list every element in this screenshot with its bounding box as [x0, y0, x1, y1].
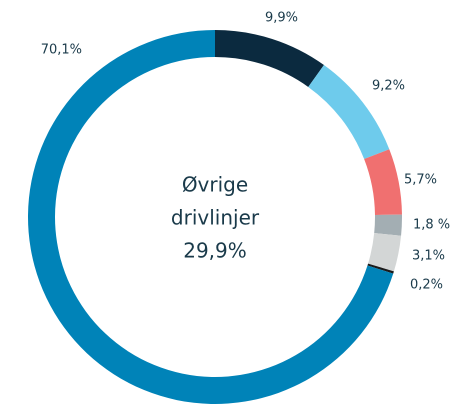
donut-segment	[367, 263, 394, 274]
data-label: 1,8 %	[413, 218, 450, 233]
center-text: Øvrige	[182, 173, 248, 197]
data-label: 9,9%	[265, 11, 298, 26]
center-text: drivlinjer	[171, 206, 260, 230]
data-label: 3,1%	[412, 249, 445, 264]
data-label: 70,1%	[41, 43, 82, 58]
donut-segment	[368, 233, 402, 272]
data-label: 5,7%	[404, 173, 437, 188]
data-label: 9,2%	[372, 79, 405, 94]
donut-segment	[215, 30, 324, 87]
center-text: 29,9%	[183, 239, 247, 263]
donut-segment	[308, 65, 390, 160]
data-label: 0,2%	[410, 278, 443, 293]
donut-segment	[374, 214, 402, 236]
donut-segment	[364, 149, 402, 215]
